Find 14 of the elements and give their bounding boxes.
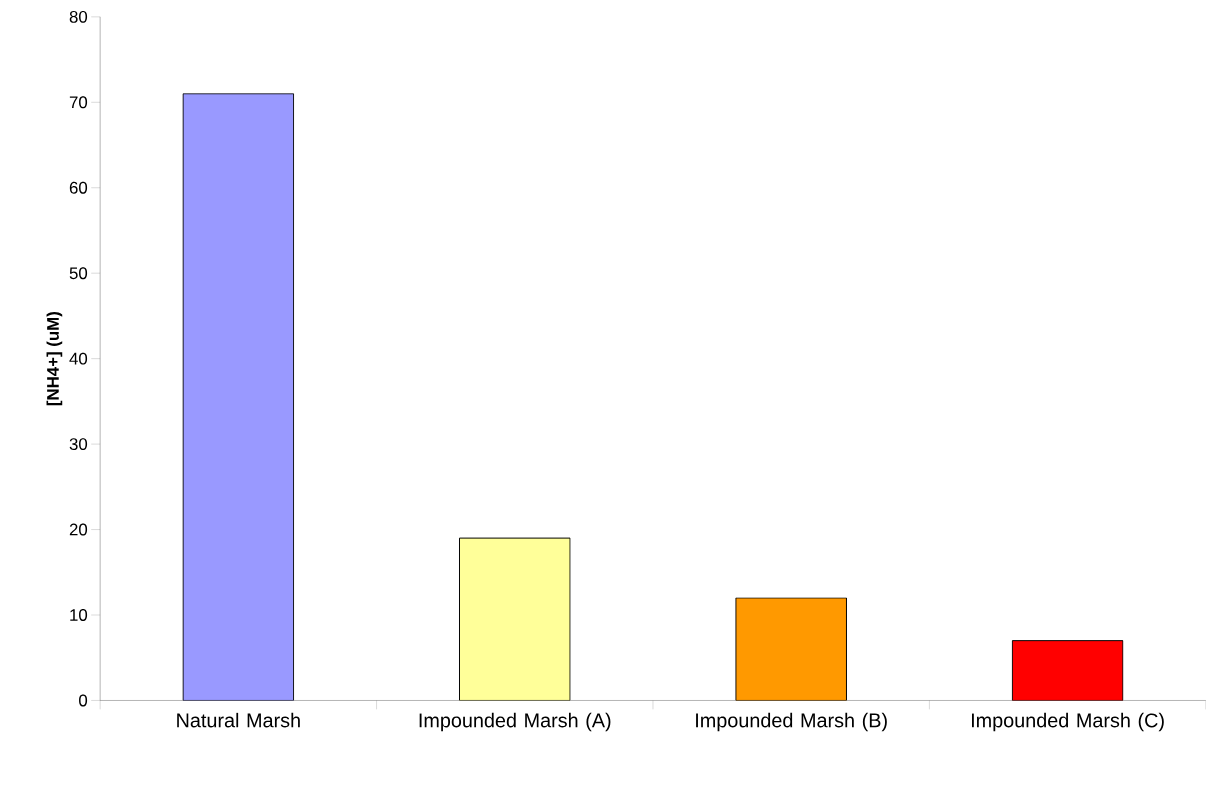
y-tick-label: 30 <box>69 438 88 451</box>
x-tick-label: Impounded Marsh (A) <box>419 713 611 732</box>
y-tick-label: 80 <box>69 11 88 24</box>
y-tick-label: 10 <box>70 609 88 622</box>
y-tick-label: 40 <box>69 352 88 365</box>
y-axis-title: [NH4+] (uM) <box>46 312 63 406</box>
y-tick-label: 20 <box>69 523 88 536</box>
y-tick-label: 60 <box>69 182 88 194</box>
y-tick-label: 0 <box>79 694 88 707</box>
y-tick-label: 50 <box>69 267 88 280</box>
x-tick-label: Impounded Marsh (B) <box>696 713 887 732</box>
y-tick-label: 70 <box>69 96 88 109</box>
x-tick-label: Natural Marsh <box>177 713 300 728</box>
x-tick-label: Impounded Marsh (C) <box>971 713 1164 732</box>
